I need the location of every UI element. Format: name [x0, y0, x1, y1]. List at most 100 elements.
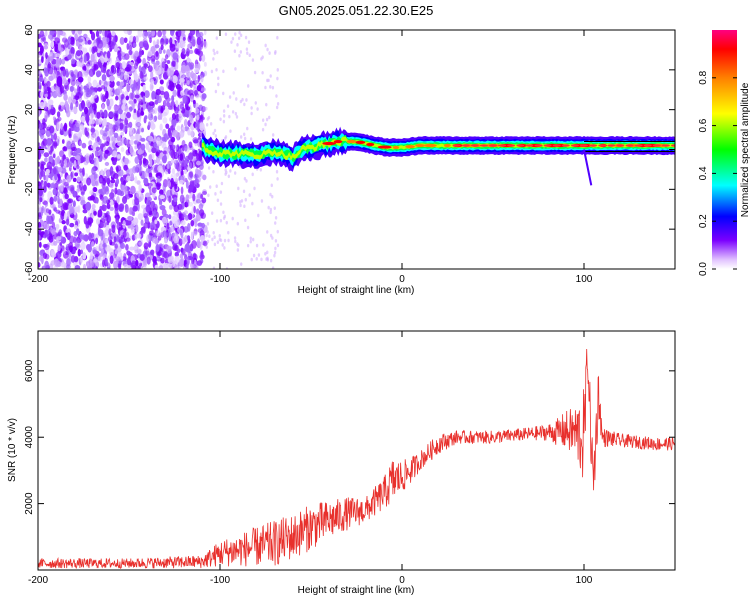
heat-cell — [64, 39, 69, 48]
heat-cell — [262, 243, 265, 247]
heat-cell — [48, 235, 54, 243]
heat-cell — [229, 129, 232, 133]
heat-cell — [62, 249, 67, 255]
heat-cell — [243, 132, 246, 137]
heat-cell — [256, 107, 259, 111]
heat-cell — [213, 235, 216, 240]
heat-cell — [49, 145, 54, 153]
heat-cell — [43, 152, 50, 158]
heat-cell — [269, 192, 272, 197]
heat-cell — [80, 249, 83, 255]
heat-cell — [136, 110, 140, 118]
heat-cell — [184, 215, 189, 221]
heat-cell — [161, 61, 166, 69]
heat-cell — [208, 234, 211, 239]
heat-cell — [67, 54, 72, 60]
heat-cell — [104, 175, 110, 183]
heat-cell — [84, 72, 89, 78]
heat-cell — [257, 253, 261, 257]
heat-cell — [76, 164, 80, 170]
heat-cell — [146, 135, 152, 141]
heat-cell — [93, 171, 98, 181]
heat-cell — [125, 243, 129, 251]
heat-cell — [96, 218, 101, 225]
heat-cell — [212, 131, 215, 136]
heat-cell — [81, 156, 87, 163]
heat-cell — [161, 30, 167, 36]
heat-cell — [90, 241, 95, 247]
heat-cell — [119, 37, 125, 45]
heat-cell — [66, 140, 72, 150]
heat-cell — [123, 122, 128, 132]
heat-cell — [97, 209, 103, 218]
heat-cell — [128, 121, 133, 128]
heat-cell — [38, 262, 41, 268]
heat-cell — [171, 168, 176, 175]
ridge-peak — [377, 145, 392, 149]
heat-cell — [57, 244, 61, 252]
heat-cell — [87, 217, 94, 225]
heat-cell — [124, 203, 128, 210]
heat-cell — [132, 205, 138, 212]
heat-cell — [174, 251, 180, 257]
heat-cell — [38, 71, 42, 76]
heat-cell — [172, 129, 179, 138]
heat-cell — [169, 30, 175, 37]
heat-cell — [87, 39, 92, 45]
heat-cell — [140, 219, 144, 226]
heat-cell — [246, 243, 250, 248]
heat-cell — [155, 244, 160, 252]
heat-cell — [243, 176, 247, 181]
heat-cell — [267, 78, 270, 83]
heat-cell — [60, 122, 63, 130]
heat-cell — [131, 86, 135, 94]
heat-cell — [57, 231, 62, 236]
heat-cell — [232, 91, 235, 95]
y-tick-label: -20 — [24, 182, 35, 197]
heat-cell — [135, 164, 142, 173]
heat-cell — [91, 203, 96, 210]
heat-cell — [59, 101, 65, 106]
heat-cell — [206, 239, 210, 244]
heat-cell — [251, 172, 254, 177]
heat-cell — [112, 140, 116, 149]
heat-cell — [188, 201, 194, 207]
heat-cell — [38, 233, 41, 241]
heat-cell — [172, 118, 177, 127]
ridge-peak — [671, 144, 675, 147]
heat-cell — [196, 32, 201, 38]
heat-cell — [135, 88, 140, 95]
heat-cell — [243, 204, 246, 209]
heat-cell — [179, 194, 185, 204]
heat-cell — [227, 238, 230, 243]
heat-cell — [226, 104, 230, 108]
heat-cell — [245, 47, 249, 51]
heat-cell — [261, 55, 264, 59]
heat-cell — [63, 122, 68, 132]
heat-cell — [266, 250, 269, 255]
heat-cell — [78, 234, 85, 240]
heat-cell — [66, 174, 72, 183]
heat-cell — [168, 105, 173, 110]
heat-cell — [143, 76, 148, 81]
heat-cell — [77, 129, 82, 139]
heat-cell — [253, 70, 257, 75]
heat-cell — [99, 194, 104, 201]
heat-cell — [38, 255, 44, 262]
heat-cell — [148, 154, 153, 162]
heat-cell — [102, 68, 107, 74]
heat-cell — [71, 98, 77, 105]
heat-cell — [77, 70, 83, 80]
x-tick-label: 100 — [576, 274, 593, 285]
heat-cell — [105, 90, 109, 100]
heat-cell — [124, 90, 129, 97]
heat-cell — [189, 243, 194, 252]
ridge-peak — [561, 144, 570, 147]
heat-cell — [273, 250, 277, 255]
heat-cell — [223, 246, 226, 250]
heat-cell — [74, 224, 78, 230]
heat-cell — [161, 155, 167, 164]
heat-cell — [70, 102, 74, 111]
heat-cell — [85, 220, 90, 229]
heat-cell — [260, 257, 263, 262]
